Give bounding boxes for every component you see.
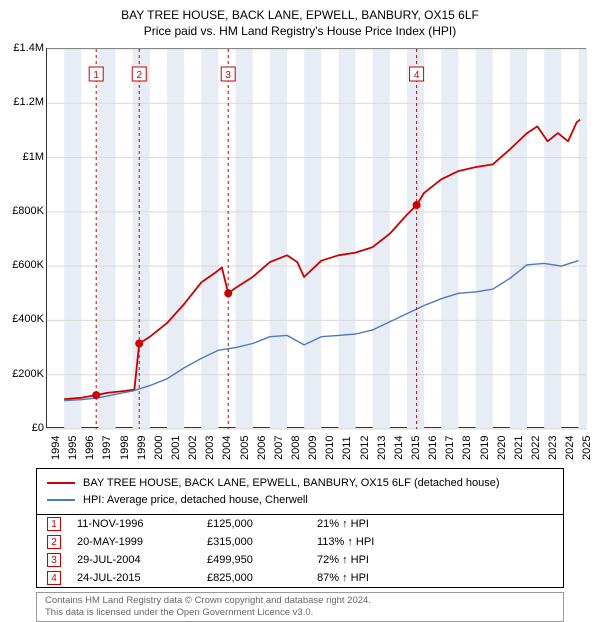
- x-axis-tick: 2012: [359, 430, 371, 460]
- x-axis-tick: 2020: [496, 430, 508, 460]
- sales-table: 1 11-NOV-1996£125,00021% ↑ HPI 2 20-MAY-199…: [36, 514, 564, 588]
- legend: BAY TREE HOUSE, BACK LANE, EPWELL, BANBU…: [36, 468, 564, 515]
- x-axis-tick: 1994: [50, 430, 62, 460]
- y-axis-tick: £800K: [4, 205, 44, 217]
- y-axis-tick: £1.4M: [4, 42, 44, 54]
- title-line-1: BAY TREE HOUSE, BACK LANE, EPWELL, BANBU…: [0, 8, 600, 22]
- y-axis-tick: £0: [4, 422, 44, 434]
- sale-marker-badge: 3: [47, 553, 61, 567]
- footnote: Contains HM Land Registry data © Crown c…: [36, 592, 564, 622]
- legend-item-hpi: HPI: Average price, detached house, Cher…: [47, 492, 553, 509]
- table-row: 2 20-MAY-1999£315,000113% ↑ HPI: [37, 533, 563, 551]
- svg-text:2: 2: [136, 70, 142, 81]
- sale-delta: 72% ↑ HPI: [317, 554, 553, 566]
- legend-label-property: BAY TREE HOUSE, BACK LANE, EPWELL, BANBU…: [83, 475, 500, 492]
- x-axis-tick: 1996: [84, 430, 96, 460]
- sale-delta: 87% ↑ HPI: [317, 572, 553, 584]
- sale-price: £125,000: [207, 518, 317, 530]
- table-row: 3 29-JUL-2004£499,95072% ↑ HPI: [37, 551, 563, 569]
- svg-text:4: 4: [414, 70, 420, 81]
- x-axis-tick: 2023: [547, 430, 559, 460]
- legend-swatch-hpi: [47, 499, 75, 501]
- x-axis-tick: 2008: [290, 430, 302, 460]
- x-axis-tick: 2007: [273, 430, 285, 460]
- x-axis-tick: 2011: [341, 430, 353, 460]
- sale-date: 29-JUL-2004: [77, 554, 207, 566]
- x-axis-tick: 2009: [307, 430, 319, 460]
- x-axis-tick: 2019: [479, 430, 491, 460]
- table-row: 4 24-JUL-2015£825,00087% ↑ HPI: [37, 569, 563, 587]
- x-axis-tick: 1995: [67, 430, 79, 460]
- table-row: 1 11-NOV-1996£125,00021% ↑ HPI: [37, 515, 563, 533]
- legend-swatch-property: [47, 482, 75, 484]
- x-axis-tick: 1997: [101, 430, 113, 460]
- sale-price: £315,000: [207, 536, 317, 548]
- sale-date: 24-JUL-2015: [77, 572, 207, 584]
- x-axis-tick: 2013: [376, 430, 388, 460]
- x-axis-tick: 2016: [427, 430, 439, 460]
- y-axis-tick: £200K: [4, 368, 44, 380]
- sale-delta: 21% ↑ HPI: [317, 518, 553, 530]
- sale-marker-badge: 4: [47, 571, 61, 585]
- x-axis-tick: 2001: [170, 430, 182, 460]
- x-axis-tick: 2002: [187, 430, 199, 460]
- y-axis-tick: £1.2M: [4, 96, 44, 108]
- chart-title-block: BAY TREE HOUSE, BACK LANE, EPWELL, BANBU…: [0, 0, 600, 38]
- legend-label-hpi: HPI: Average price, detached house, Cher…: [83, 492, 308, 509]
- x-axis-tick: 2025: [581, 430, 593, 460]
- sale-date: 20-MAY-1999: [77, 536, 207, 548]
- sale-delta: 113% ↑ HPI: [317, 536, 553, 548]
- footnote-line-1: Contains HM Land Registry data © Crown c…: [45, 595, 555, 607]
- y-axis-tick: £1M: [4, 151, 44, 163]
- sale-marker-badge: 2: [47, 535, 61, 549]
- x-axis-tick: 2024: [564, 430, 576, 460]
- legend-item-property: BAY TREE HOUSE, BACK LANE, EPWELL, BANBU…: [47, 475, 553, 492]
- x-axis-tick: 2022: [530, 430, 542, 460]
- x-axis-tick: 2003: [204, 430, 216, 460]
- x-axis-tick: 2000: [153, 430, 165, 460]
- x-axis-tick: 2018: [461, 430, 473, 460]
- x-axis-tick: 2015: [410, 430, 422, 460]
- sale-date: 11-NOV-1996: [77, 518, 207, 530]
- x-axis-tick: 2006: [256, 430, 268, 460]
- footnote-line-2: This data is licensed under the Open Gov…: [45, 607, 555, 619]
- x-axis-tick: 2021: [513, 430, 525, 460]
- x-axis-tick: 2014: [393, 430, 405, 460]
- x-axis-tick: 1998: [119, 430, 131, 460]
- x-axis-tick: 2004: [221, 430, 233, 460]
- svg-text:1: 1: [93, 70, 99, 81]
- title-line-2: Price paid vs. HM Land Registry's House …: [0, 24, 600, 38]
- sale-marker-badge: 1: [47, 517, 61, 531]
- x-axis-tick: 2017: [444, 430, 456, 460]
- y-axis-tick: £400K: [4, 313, 44, 325]
- sale-price: £499,950: [207, 554, 317, 566]
- y-axis-tick: £600K: [4, 259, 44, 271]
- svg-text:3: 3: [225, 70, 231, 81]
- sale-price: £825,000: [207, 572, 317, 584]
- x-axis-tick: 2005: [239, 430, 251, 460]
- x-axis-tick: 1999: [136, 430, 148, 460]
- x-axis-tick: 2010: [324, 430, 336, 460]
- chart-plot-area: 1 2 3 4: [46, 48, 586, 428]
